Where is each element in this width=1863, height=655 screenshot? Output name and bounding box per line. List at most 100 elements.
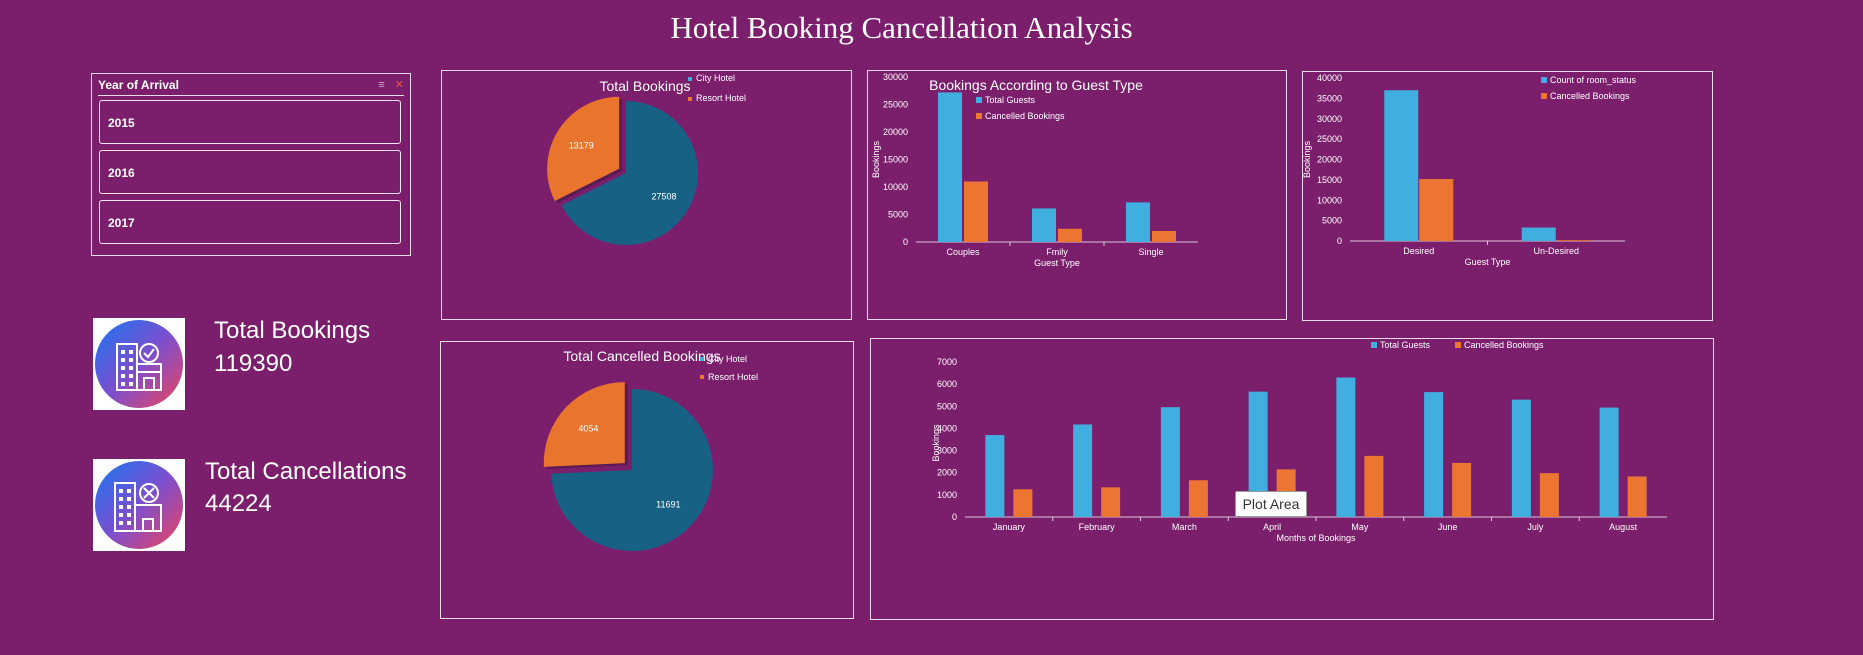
legend-label: Count of room_status <box>1550 75 1637 85</box>
chart-title: Total Bookings <box>599 78 690 94</box>
x-axis-title: Guest Type <box>1034 258 1080 268</box>
bar-cancelled <box>1539 473 1559 517</box>
bar-total <box>1384 90 1419 241</box>
y-tick-label: 5000 <box>888 210 908 220</box>
year-of-arrival-slicer[interactable]: Year of Arrival ≡ ✕ 2015 2016 2017 <box>91 73 411 256</box>
slicer-item-2017[interactable]: 2017 <box>99 200 401 244</box>
clear-filter-icon[interactable]: ✕ <box>394 79 404 91</box>
bar-total <box>1032 208 1056 242</box>
hotel-check-icon <box>93 318 185 410</box>
y-tick-label: 15000 <box>1317 175 1342 185</box>
x-tick-label: June <box>1438 522 1458 532</box>
bar-cancelled <box>964 181 988 242</box>
bar-cancelled <box>1152 231 1176 242</box>
legend-label: Total Guests <box>985 95 1036 105</box>
y-tick-label: 7000 <box>937 357 957 367</box>
y-tick-label: 0 <box>903 237 908 247</box>
data-label: 27508 <box>651 191 676 201</box>
y-axis-title: Bookings <box>931 424 941 462</box>
room-status-chart[interactable]: 0 5000 10000 15000 20000 25000 30000 35000 40000… <box>1302 71 1713 321</box>
y-tick-label: 5000 <box>937 401 957 411</box>
bar-total <box>985 435 1005 517</box>
bar-cancelled <box>1627 476 1647 517</box>
y-axis-title: Bookings <box>871 140 881 178</box>
slicer-header: Year of Arrival <box>98 78 179 92</box>
legend-swatch <box>1455 342 1461 348</box>
plot-group: 0 1000 2000 3000 4000 5000 6000 7000 January Febr… <box>931 340 1667 543</box>
x-tick-label: May <box>1351 522 1369 532</box>
bar-cancelled <box>1556 240 1591 241</box>
total-bookings-label: Total Bookings <box>214 317 371 344</box>
y-tick-label: 20000 <box>883 127 908 137</box>
y-tick-label: 0 <box>952 512 957 522</box>
legend-label: Resort Hotel <box>696 93 746 103</box>
bar-cancelled <box>1188 480 1208 517</box>
legend-swatch <box>700 375 704 379</box>
legend-label: Cancelled Bookings <box>1464 340 1544 350</box>
bar-total <box>1336 377 1356 517</box>
x-tick-label: February <box>1079 522 1116 532</box>
bar-total <box>1126 202 1150 242</box>
plot-group: Bookings According to Guest Type 0 5000 100… <box>871 72 1198 268</box>
data-label: 4054 <box>578 423 598 433</box>
y-tick-label: 10000 <box>1317 195 1342 205</box>
legend-swatch <box>688 77 692 81</box>
multi-select-icon[interactable]: ≡ <box>378 79 385 91</box>
bar-cancelled <box>1013 489 1033 517</box>
bar-total <box>1073 424 1093 517</box>
y-tick-label: 35000 <box>1317 93 1342 103</box>
x-tick-label: January <box>993 522 1026 532</box>
plot-group: 0 5000 10000 15000 20000 25000 30000 35000 40000… <box>1302 73 1637 267</box>
legend-label: City Hotel <box>696 73 735 83</box>
legend-label: Resort Hotel <box>708 372 758 382</box>
plot-area-tooltip: Plot Area <box>1235 491 1307 517</box>
slicer-item-2016[interactable]: 2016 <box>99 150 401 194</box>
bar-total <box>1248 391 1268 517</box>
total-cancelled-chart[interactable]: Total Cancelled Bookings City Hotel Resort… <box>440 341 854 619</box>
y-tick-label: 25000 <box>883 100 908 110</box>
slicer-divider <box>98 95 404 96</box>
slicer-item-2015[interactable]: 2015 <box>99 100 401 144</box>
pie-slice <box>547 96 620 202</box>
bar-total <box>1599 407 1619 517</box>
y-tick-label: 15000 <box>883 155 908 165</box>
x-tick-label: Couples <box>946 247 980 257</box>
legend-swatch <box>1541 77 1547 83</box>
y-tick-label: 3000 <box>937 446 957 456</box>
total-bookings-value: 119390 <box>214 350 293 377</box>
x-tick-label: August <box>1609 522 1638 532</box>
x-tick-label: March <box>1172 522 1197 532</box>
x-tick-label: Desired <box>1403 246 1434 256</box>
bar-total <box>1521 227 1556 241</box>
legend-label: Cancelled Bookings <box>1550 91 1630 101</box>
bar-cancelled <box>1101 487 1121 517</box>
data-label: 13179 <box>569 140 594 150</box>
total-cancellations-value: 44224 <box>205 490 272 517</box>
legend-swatch <box>1371 342 1377 348</box>
chart-title: Total Cancelled Bookings <box>563 348 720 364</box>
y-tick-label: 5000 <box>1322 216 1342 226</box>
legend-swatch <box>1541 93 1547 99</box>
bar-cancelled <box>1419 179 1454 241</box>
dashboard-title: Hotel Booking Cancellation Analysis <box>670 10 1133 45</box>
pie-slice <box>561 101 698 245</box>
y-tick-label: 40000 <box>1317 73 1342 83</box>
monthly-bookings-chart[interactable]: 0 1000 2000 3000 4000 5000 6000 7000 January Febr… <box>870 338 1714 620</box>
legend-swatch <box>688 97 692 101</box>
x-tick-label: Un-Desired <box>1533 246 1579 256</box>
y-axis-title: Bookings <box>1303 140 1312 178</box>
chart-title: Bookings According to Guest Type <box>929 77 1143 93</box>
guest-type-chart[interactable]: Bookings According to Guest Type 0 5000 100… <box>867 70 1287 320</box>
data-label: 11691 <box>656 500 680 510</box>
total-cancellations-label: Total Cancellations <box>205 458 407 485</box>
legend-swatch <box>976 113 982 119</box>
bar-cancelled <box>1364 455 1384 517</box>
legend-label: Total Guests <box>1380 340 1431 350</box>
total-bookings-chart[interactable]: Total Bookings City Hotel Resort Hotel 2750… <box>441 70 852 320</box>
y-tick-label: 10000 <box>883 182 908 192</box>
bar-total <box>1160 407 1180 517</box>
y-tick-label: 20000 <box>1317 155 1342 165</box>
legend-swatch <box>700 357 704 361</box>
x-tick-label: Fmily <box>1046 247 1068 257</box>
pie-slice <box>543 382 625 467</box>
